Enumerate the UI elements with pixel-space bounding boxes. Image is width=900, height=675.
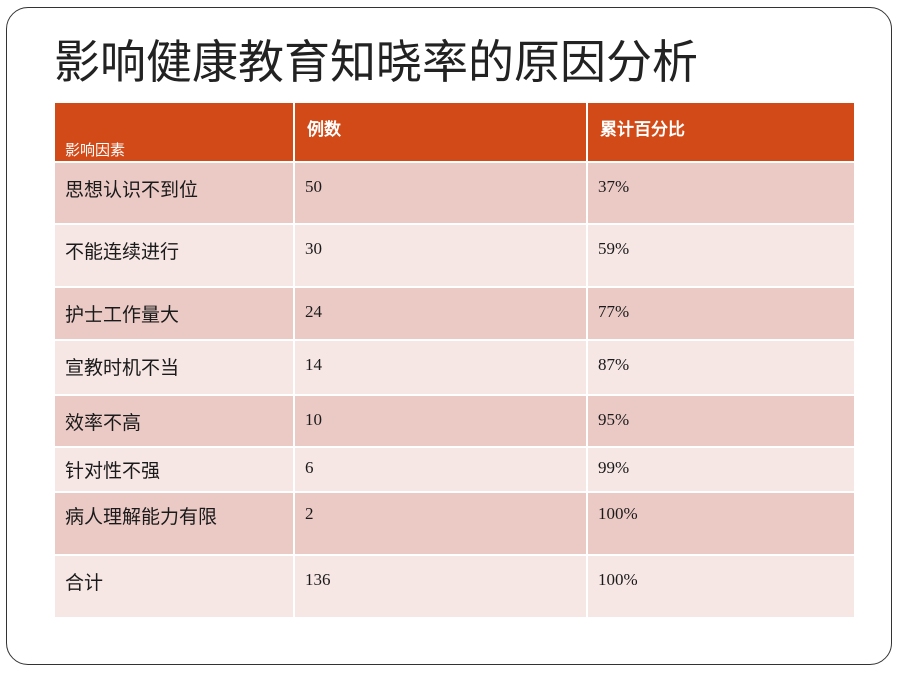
cell-count: 14: [293, 340, 588, 395]
table-row: 病人理解能力有限 2 100%: [53, 492, 856, 555]
table-row: 合计 136 100%: [53, 555, 856, 618]
table-row: 护士工作量大 24 77%: [53, 287, 856, 340]
analysis-table: 影响因素 例数 累计百分比 思想认识不到位 50 37% 不能连续进行 30 5…: [53, 103, 856, 619]
header-cumulative: 累计百分比: [586, 103, 856, 162]
cell-cumulative: 59%: [586, 224, 856, 287]
table-row: 不能连续进行 30 59%: [53, 224, 856, 287]
cell-count: 10: [293, 395, 588, 447]
cell-count: 2: [293, 492, 588, 555]
cell-factor: 不能连续进行: [53, 224, 295, 287]
cell-cumulative: 37%: [586, 162, 856, 224]
table-row: 宣教时机不当 14 87%: [53, 340, 856, 395]
table-header-row: 影响因素 例数 累计百分比: [53, 103, 856, 162]
cell-count: 6: [293, 447, 588, 492]
cell-cumulative: 100%: [586, 492, 856, 555]
cell-cumulative: 95%: [586, 395, 856, 447]
slide-title: 影响健康教育知晓率的原因分析: [54, 35, 698, 89]
cell-count: 24: [293, 287, 588, 340]
cell-factor: 病人理解能力有限: [53, 492, 295, 555]
cell-cumulative: 87%: [586, 340, 856, 395]
cell-cumulative: 100%: [586, 555, 856, 618]
cell-factor: 思想认识不到位: [53, 162, 295, 224]
table-row: 效率不高 10 95%: [53, 395, 856, 447]
cell-factor: 护士工作量大: [53, 287, 295, 340]
cell-cumulative: 99%: [586, 447, 856, 492]
slide-frame: [6, 7, 892, 665]
cell-count: 50: [293, 162, 588, 224]
cell-factor: 合计: [53, 555, 295, 618]
cell-factor: 针对性不强: [53, 447, 295, 492]
cell-factor: 宣教时机不当: [53, 340, 295, 395]
header-count: 例数: [293, 103, 588, 162]
table-row: 思想认识不到位 50 37%: [53, 162, 856, 224]
cell-cumulative: 77%: [586, 287, 856, 340]
header-factor: 影响因素: [53, 103, 295, 162]
cell-factor: 效率不高: [53, 395, 295, 447]
cell-count: 30: [293, 224, 588, 287]
table-row: 针对性不强 6 99%: [53, 447, 856, 492]
cell-count: 136: [293, 555, 588, 618]
